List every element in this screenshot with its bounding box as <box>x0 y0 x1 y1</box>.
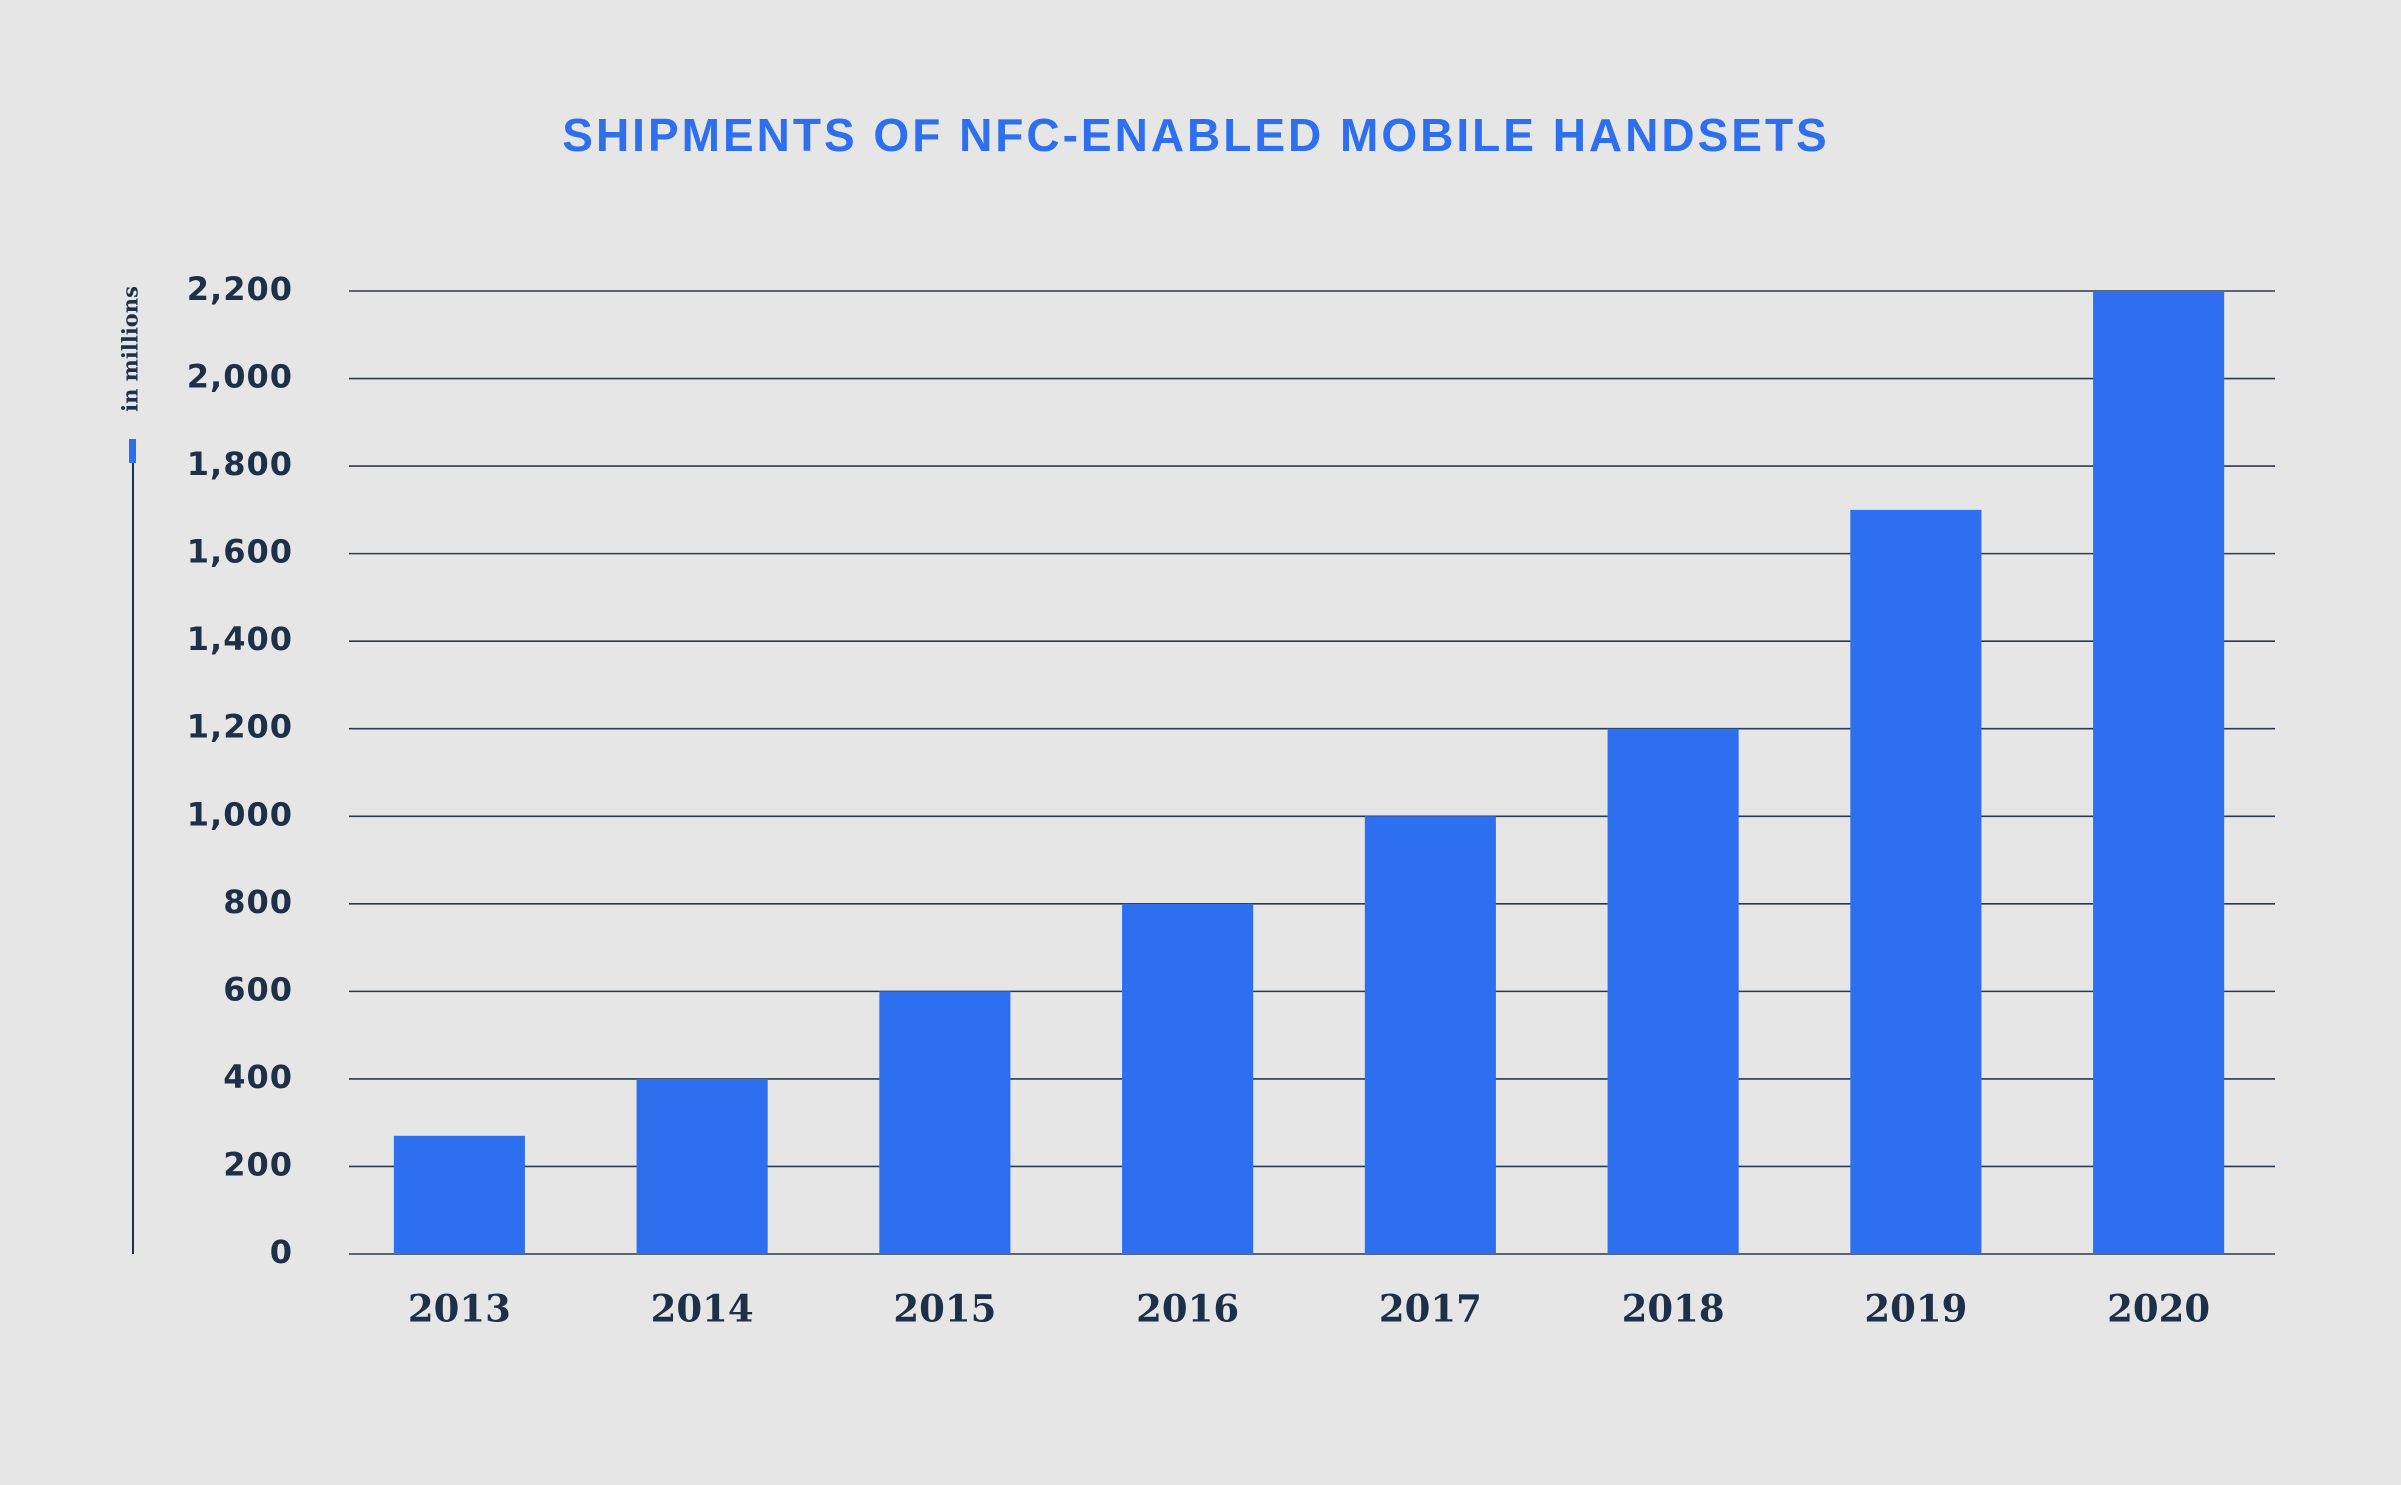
x-tick-label: 2020 <box>2107 1287 2210 1331</box>
chart-title: SHIPMENTS OF NFC-ENABLED MOBILE HANDSETS <box>562 109 1829 161</box>
y-axis-marker <box>129 439 136 463</box>
x-tick-label: 2019 <box>1864 1287 1967 1331</box>
bar <box>1850 509 1982 1254</box>
x-tick-label: 2015 <box>893 1287 996 1331</box>
y-tick-label: 600 <box>223 970 293 1008</box>
y-axis-label: in millions <box>118 286 143 412</box>
x-tick-label: 2013 <box>408 1287 511 1331</box>
x-tick-label: 2014 <box>651 1287 754 1331</box>
bar <box>879 991 1011 1254</box>
x-tick-label: 2018 <box>1622 1287 1725 1331</box>
bar <box>1607 728 1739 1254</box>
bar <box>1122 903 1254 1254</box>
x-tick-label: 2016 <box>1136 1287 1239 1331</box>
y-tick-label: 400 <box>223 1058 293 1096</box>
y-tick-label: 1,000 <box>187 795 293 833</box>
y-tick-label: 1,400 <box>187 620 293 658</box>
bar <box>393 1135 525 1254</box>
bar <box>636 1078 768 1254</box>
y-tick-label: 800 <box>223 883 293 921</box>
y-tick-label: 2,000 <box>187 358 293 396</box>
x-tick-label: 2017 <box>1379 1287 1482 1331</box>
bar <box>2093 291 2225 1254</box>
bar <box>1364 816 1496 1254</box>
y-tick-label: 2,200 <box>187 270 293 308</box>
y-tick-label: 1,200 <box>187 708 293 746</box>
y-tick-label: 1,800 <box>187 445 293 483</box>
y-tick-label: 0 <box>270 1233 293 1271</box>
y-tick-label: 200 <box>223 1145 293 1183</box>
y-tick-label: 1,600 <box>187 533 293 571</box>
